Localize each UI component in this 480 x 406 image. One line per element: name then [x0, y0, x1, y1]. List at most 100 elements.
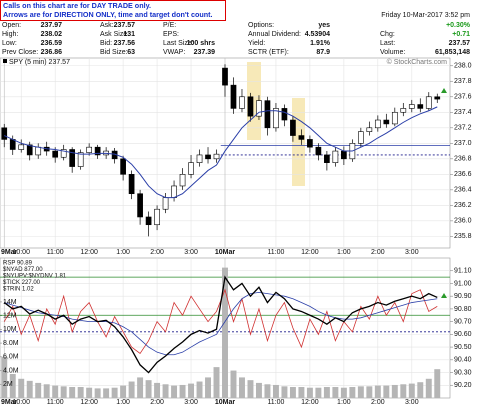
- field-value: +0.30%: [446, 22, 471, 29]
- volume-bar: [145, 380, 152, 398]
- candle-body: [77, 152, 84, 167]
- candle-body: [9, 139, 16, 150]
- field-label: VWAP:: [163, 49, 185, 56]
- field-value: 237.57: [449, 40, 471, 47]
- field-label: High:: [2, 31, 18, 38]
- note: Calls on this chart are for DAY TRADE on…: [3, 1, 151, 10]
- candle-body: [383, 119, 390, 125]
- y2-tick-label: 8.0M: [3, 340, 19, 347]
- candle-body: [374, 119, 381, 129]
- candle-body: [290, 119, 296, 136]
- y-tick-label: 90.70: [454, 318, 472, 325]
- x-tick-label: 10:00: [12, 399, 30, 406]
- legend: $TRIN 1.02: [3, 287, 34, 293]
- volume-bar: [162, 384, 169, 398]
- field-value: 63: [127, 49, 135, 56]
- y2-tick-label: 6.0M: [3, 354, 19, 361]
- candle-body: [366, 127, 373, 132]
- note: Arrows are for DIRECTION ONLY, time and …: [3, 10, 213, 19]
- volume-bar: [213, 367, 220, 398]
- field-label: Yield:: [248, 40, 265, 47]
- field-label: Ask:: [100, 22, 114, 29]
- volume-bar: [315, 387, 322, 398]
- volume-bar: [281, 386, 288, 398]
- y2-tick-label: 2M: [3, 381, 13, 388]
- volume-bar: [306, 387, 313, 398]
- candle-body: [26, 144, 33, 156]
- legend: $TICK 227.00: [3, 280, 41, 286]
- x-tick-label: 10Mar: [215, 399, 236, 406]
- volume-bar: [1, 356, 8, 398]
- candle-body: [35, 146, 42, 156]
- x-tick-label: 1:00: [116, 399, 130, 406]
- x-tick-label: 9Mar: [1, 249, 18, 256]
- field-value: 237.97: [41, 22, 63, 29]
- candle-body: [86, 146, 92, 153]
- candle-body: [273, 108, 279, 129]
- volume-bar: [349, 387, 356, 398]
- field-label: Last:: [380, 40, 395, 47]
- x-tick-label: 11:00: [47, 249, 64, 256]
- field-label: Last Size:: [163, 40, 194, 47]
- volume-bar: [230, 370, 237, 398]
- candle-body: [154, 208, 160, 226]
- x-tick-label: 2:00: [150, 399, 164, 406]
- candle-body: [128, 174, 135, 195]
- x-tick-label: 2:00: [371, 249, 385, 256]
- volume-bar: [264, 384, 271, 398]
- marks: [0, 58, 453, 398]
- volume-bar: [408, 383, 415, 398]
- field-label: P/E:: [163, 22, 176, 29]
- candle-body: [60, 149, 67, 158]
- candle-body: [137, 193, 143, 218]
- y-tick-label: 237.8: [454, 78, 472, 85]
- candle-body: [408, 104, 415, 109]
- field-value: 237.56: [114, 40, 136, 47]
- candle-body: [341, 150, 347, 160]
- volume-bar: [43, 384, 50, 398]
- volume-bar: [357, 386, 364, 398]
- x-tick-label: 3:00: [405, 399, 419, 406]
- candle-body: [247, 96, 254, 117]
- volume-bar: [52, 385, 59, 398]
- legend: $NYUPV:$NYDNV 1.81: [3, 274, 67, 280]
- y-tick-label: 236.6: [454, 171, 472, 178]
- volume-bar: [298, 387, 305, 398]
- volume-bar: [86, 387, 93, 398]
- volume-bar: [366, 386, 373, 398]
- y2-tick-label: 12M: [3, 312, 17, 319]
- volume-bar: [323, 387, 330, 398]
- arrow: [441, 88, 447, 93]
- volume-bar: [400, 384, 407, 398]
- volume-bar: [391, 384, 398, 398]
- candle-body: [332, 150, 339, 163]
- y-tick-label: 90.30: [454, 369, 472, 376]
- field-value: 61,853,148: [435, 49, 470, 56]
- y-tick-label: 90.90: [454, 293, 472, 300]
- x-tick-label: 2:00: [150, 249, 164, 256]
- x-tick-label: 10Mar: [215, 249, 236, 256]
- candle-body: [162, 197, 169, 210]
- legend: SPY (5 min) 237.57: [9, 59, 70, 66]
- volume-bar: [128, 381, 135, 398]
- y-tick-label: 236.4: [454, 187, 472, 194]
- volume-bar: [239, 377, 245, 398]
- field-value: 237.57: [114, 22, 136, 29]
- highlight-box: [292, 98, 305, 186]
- candle-body: [358, 131, 364, 144]
- y-tick-label: 236.8: [454, 156, 472, 163]
- x-tick-label: 11:00: [267, 249, 284, 256]
- volume-bar: [171, 385, 178, 398]
- x-tick-label: 9Mar: [1, 399, 18, 406]
- candle-body: [264, 100, 271, 129]
- field-label: Bid Size:: [100, 49, 128, 56]
- field-label: Chg:: [380, 31, 395, 38]
- volume-bar: [26, 380, 33, 398]
- volume-bar: [120, 385, 127, 398]
- candle-body: [417, 104, 424, 109]
- candle-body: [239, 96, 245, 109]
- field-value: 4.53904: [305, 31, 330, 38]
- x-tick-label: 3:00: [405, 249, 419, 256]
- field-label: Annual Dividend:: [248, 31, 301, 38]
